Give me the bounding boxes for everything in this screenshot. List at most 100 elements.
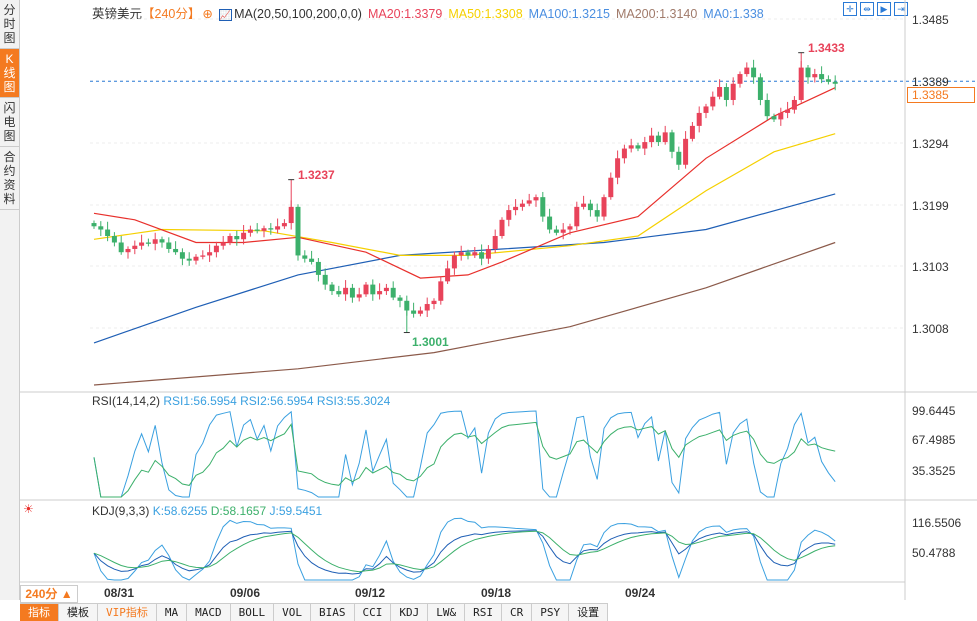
candle-body [193,256,199,261]
rsi2-value: RSI2:56.5954 [240,394,314,408]
left-tab-bar: 分时图 K线图 闪电图 合约资料 [0,0,20,600]
candle-body [336,291,342,295]
tab-timeshare[interactable]: 分时图 [0,0,19,49]
current-price-tag: 1.3385 [907,87,975,103]
candle-body [649,135,655,143]
play-icon[interactable]: ▶ [877,2,891,16]
tab-lw[interactable]: LW& [428,604,466,621]
candle-body [547,216,553,230]
rsi3-line [93,421,836,498]
tab-indicators[interactable]: 指标 [20,604,59,621]
candle-body [268,228,274,230]
candle-body [322,274,328,285]
ma-settings-icon[interactable]: 📈 [218,9,233,21]
candle-body [506,210,512,220]
candle-body [519,203,525,207]
kdj-j-line [93,517,836,581]
candle-body [309,258,315,262]
candle-body [241,232,247,240]
ma200-line [93,241,836,386]
candle-body [397,297,403,301]
chart-header: 英镑美元【240分】 ⊕ 📈 MA(20,50,100,200,0,0) MA20:1.… [92,3,770,22]
tab-templates[interactable]: 模板 [59,604,98,621]
tab-ma[interactable]: MA [157,604,188,621]
candle-body [479,252,485,259]
rsi-tick: 35.3525 [912,464,956,478]
high1-label: 1.3237 [298,168,335,182]
tab-kdj[interactable]: KDJ [391,604,429,621]
tab-vol[interactable]: VOL [274,604,311,621]
low-label: 1.3001 [412,335,449,349]
kdj-settings-icon[interactable]: ☀ [23,502,34,516]
candle-body [798,67,804,100]
tab-bias[interactable]: BIAS [311,604,355,621]
candle-body [621,148,627,159]
candle-body [744,67,750,75]
candle-body [533,197,539,201]
candle-body [567,226,573,230]
candle-body [655,135,661,143]
candle-body [105,229,111,237]
candle-body [377,291,383,295]
candle-body [173,248,179,253]
price-tick: 1.3294 [912,137,949,151]
candle-body [696,112,702,126]
price-tick: 1.3103 [912,260,949,274]
tab-macd[interactable]: MACD [187,604,231,621]
tab-settings[interactable]: 设置 [569,604,609,621]
rsi1-value: RSI1:56.5954 [163,394,237,408]
indicator-tab-bar: 指标 模板 VIP指标 MA MACD BOLL VOL BIAS CCI KD… [20,603,609,621]
zoom-range-icon[interactable]: ⇹ [860,2,874,16]
date-tick: 08/31 [104,586,135,600]
tab-kline[interactable]: K线图 [0,49,19,98]
candle-body [819,74,825,80]
candle-body [642,142,648,149]
crosshair-tool-icon[interactable]: ✛ [843,2,857,16]
candle-body [778,112,784,120]
candle-body [247,229,253,233]
tab-cr[interactable]: CR [502,604,533,621]
tab-contract-info[interactable]: 合约资料 [0,147,19,210]
candle-body [791,99,797,110]
candle-body [465,252,471,256]
ma100-line [93,193,836,344]
date-tick: 09/06 [230,586,261,600]
price-tick: 1.3199 [912,199,949,213]
candle-body [812,74,818,78]
candle-body [472,252,478,256]
candle-body [390,287,396,298]
candle-body [628,145,634,149]
tab-cci[interactable]: CCI [355,604,392,621]
candle-body [730,83,736,100]
candle-body [302,255,308,259]
date-tick: 09/12 [355,586,386,600]
price-tick: 1.3008 [912,322,949,336]
tab-flash[interactable]: 闪电图 [0,98,19,147]
tab-boll[interactable]: BOLL [231,604,275,621]
candle-body [560,229,566,233]
kdj-k-line [93,530,836,575]
candle-body [581,203,587,207]
high2-label: 1.3433 [808,41,845,55]
candle-body [526,200,532,204]
candle-body [139,242,145,246]
candle-body [703,106,709,113]
tab-rsi[interactable]: RSI [465,604,502,621]
candle-body [499,219,505,237]
period-selector[interactable]: 240分 ▲ [20,585,78,603]
crosshair-icon[interactable]: ⊕ [202,7,213,21]
candle-body [485,248,491,259]
candle-body [295,206,301,256]
price-tick: 1.3485 [912,13,949,27]
candle-body [159,239,165,243]
candle-body [186,258,192,261]
jump-end-icon[interactable]: ⇥ [894,2,908,16]
candle-body [261,228,267,231]
candle-body [723,87,729,100]
ma200-value: MA200:1.3140 [615,7,698,21]
kdj-k-value: K:58.6255 [152,504,208,518]
tab-vip-indicators[interactable]: VIP指标 [98,604,157,621]
candle-body [411,310,417,314]
tab-psy[interactable]: PSY [532,604,570,621]
